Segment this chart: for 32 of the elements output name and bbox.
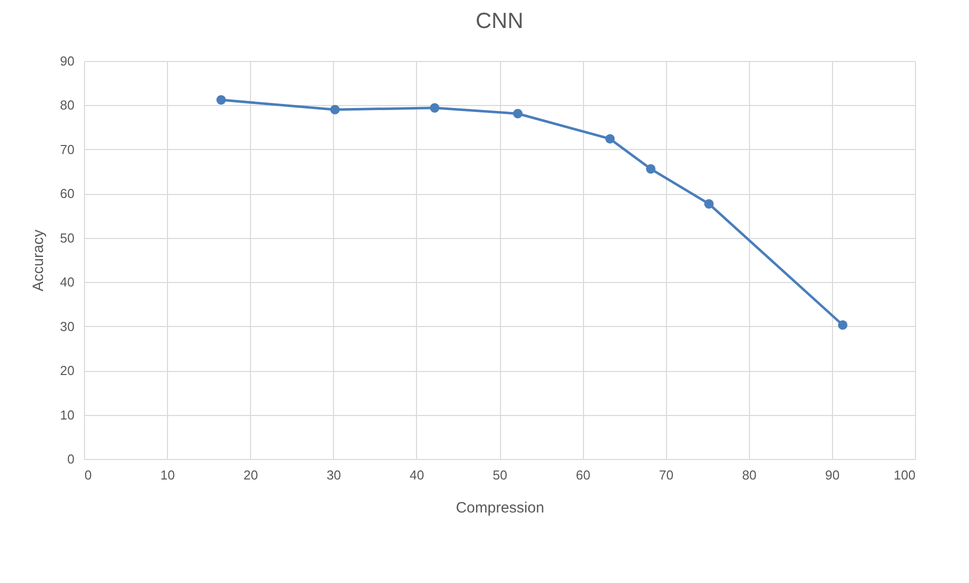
x-tick-label: 30 <box>326 468 342 482</box>
point <box>605 134 615 144</box>
x-tick-label: 0 <box>84 468 92 482</box>
x-axis-title: Compression <box>456 500 544 516</box>
y-tick-label: 40 <box>60 274 74 290</box>
x-tick-label: 100 <box>894 468 916 482</box>
x-tick-label: 10 <box>160 468 175 482</box>
y-tick-label: 10 <box>60 407 74 422</box>
x-tick-label: 40 <box>410 468 424 482</box>
x-tick-label: 90 <box>825 468 840 482</box>
x-tick-label: 70 <box>658 468 674 482</box>
x-tick-label: 50 <box>492 468 508 482</box>
y-tick-label: 0 <box>67 452 74 466</box>
point <box>430 103 440 113</box>
point <box>704 199 714 209</box>
y-tick-label: 90 <box>60 54 74 68</box>
y-tick-label: 50 <box>60 230 74 246</box>
y-tick-label: 30 <box>60 318 74 334</box>
y-axis-title: Accuracy <box>30 229 48 292</box>
point <box>330 104 340 114</box>
y-tick-label: 70 <box>60 142 74 157</box>
point <box>646 164 656 174</box>
x-tick-label: 60 <box>576 468 590 482</box>
point <box>838 320 848 330</box>
point <box>216 95 226 105</box>
y-tick-label: 80 <box>60 98 74 113</box>
chart-title: CNN <box>476 8 524 33</box>
point <box>513 108 523 118</box>
x-tick-label: 20 <box>243 468 258 482</box>
y-tick-label: 60 <box>60 186 74 202</box>
x-tick-label: 80 <box>742 468 757 482</box>
y-tick-label: 20 <box>60 363 74 378</box>
